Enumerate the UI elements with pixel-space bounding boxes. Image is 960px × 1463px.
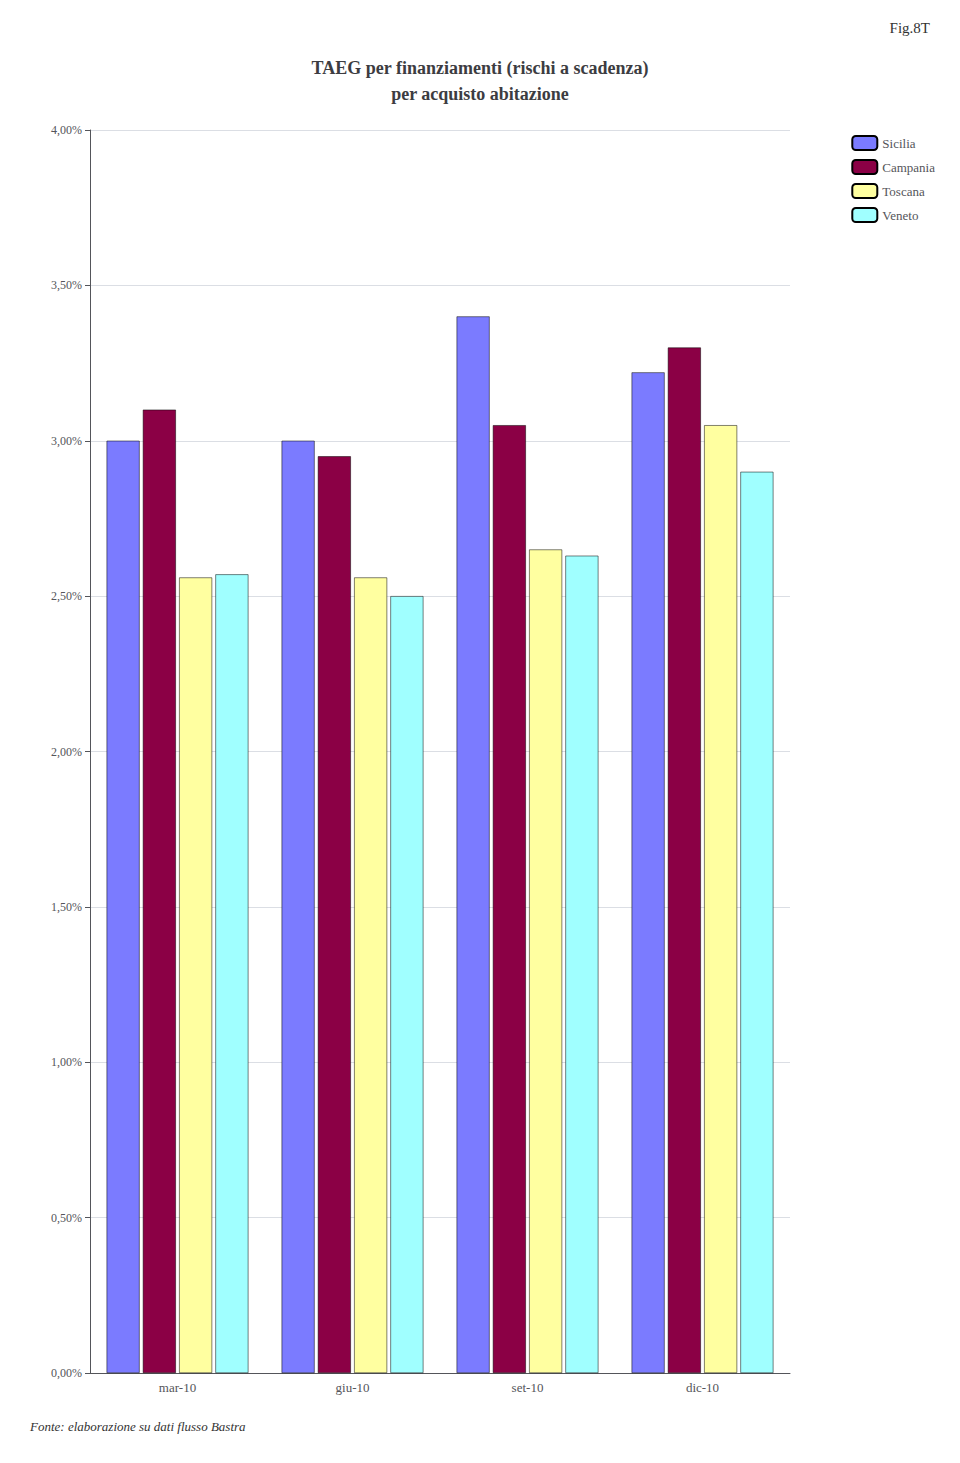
- svg-text:0,00%: 0,00%: [51, 1366, 82, 1380]
- svg-text:3,00%: 3,00%: [51, 434, 82, 448]
- svg-text:3,50%: 3,50%: [51, 278, 82, 292]
- svg-text:Fig.8T: Fig.8T: [890, 20, 930, 36]
- svg-text:dic-10: dic-10: [686, 1380, 719, 1395]
- svg-text:set-10: set-10: [512, 1380, 544, 1395]
- svg-text:2,50%: 2,50%: [51, 589, 82, 603]
- svg-text:mar-10: mar-10: [159, 1380, 196, 1395]
- svg-text:0,50%: 0,50%: [51, 1211, 82, 1225]
- svg-text:per acquisto abitazione: per acquisto abitazione: [391, 84, 569, 104]
- svg-text:Toscana: Toscana: [882, 184, 925, 199]
- svg-text:giu-10: giu-10: [336, 1380, 370, 1395]
- svg-text:1,00%: 1,00%: [51, 1055, 82, 1069]
- svg-text:Veneto: Veneto: [882, 208, 918, 223]
- svg-text:4,00%: 4,00%: [51, 123, 82, 137]
- svg-text:Sicilia: Sicilia: [882, 136, 915, 151]
- svg-text:2,00%: 2,00%: [51, 745, 82, 759]
- svg-text:Campania: Campania: [882, 160, 935, 175]
- svg-text:TAEG per finanziamenti (rischi: TAEG per finanziamenti (rischi a scadenz…: [312, 58, 649, 79]
- svg-text:1,50%: 1,50%: [51, 900, 82, 914]
- svg-text:Fonte: elaborazione su dati fl: Fonte: elaborazione su dati flusso Bastr…: [29, 1419, 246, 1434]
